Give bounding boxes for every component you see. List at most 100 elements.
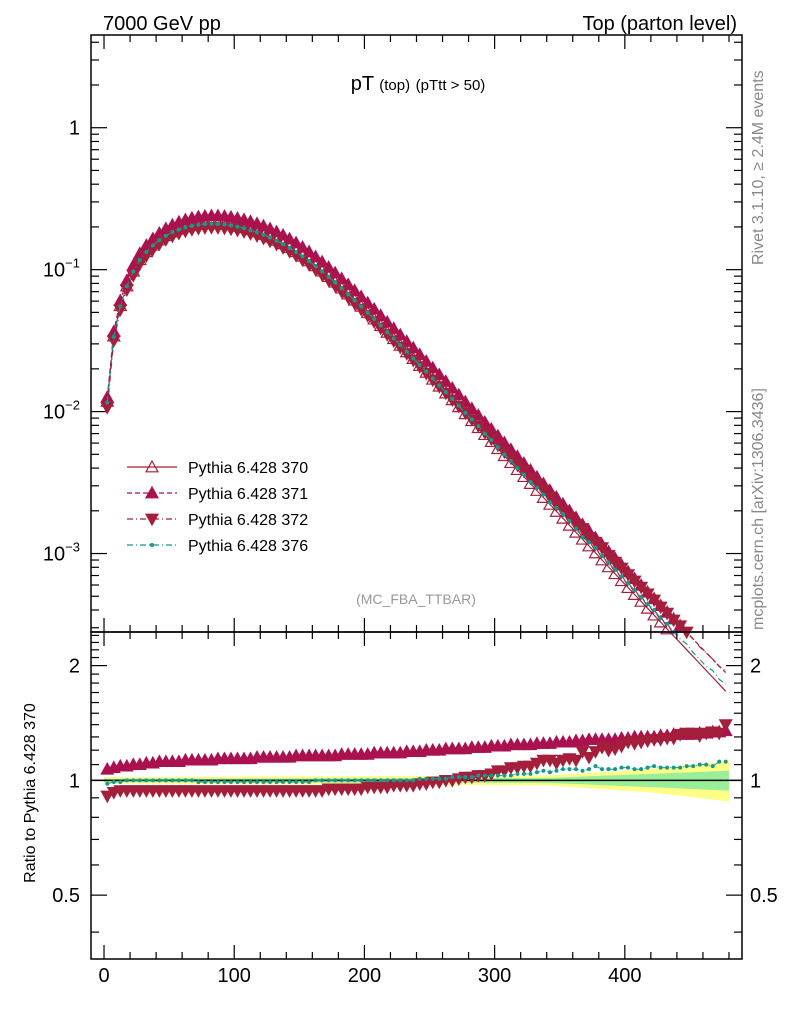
legend-marker: [144, 459, 160, 473]
data-point: [118, 304, 123, 309]
data-point: [502, 452, 507, 457]
ratio-point: [333, 778, 338, 783]
data-point: [315, 254, 330, 268]
ratio-point: [365, 778, 370, 783]
data-point: [489, 438, 494, 443]
x-tick-labels: 0 100 200 300 400: [98, 965, 641, 987]
ratio-point: [255, 780, 260, 785]
data-point: [593, 545, 598, 550]
data-point: [189, 223, 194, 228]
ratio-point: [684, 764, 689, 769]
data-point: [378, 323, 383, 328]
data-point: [222, 222, 227, 227]
data-point: [575, 532, 590, 545]
ratio-point: [521, 771, 526, 776]
ratio-ylabel: Ratio to Pythia 6.428 370: [22, 703, 39, 883]
ratio-point: [469, 775, 474, 780]
title-pt: pT: [351, 73, 374, 95]
ratio-point: [476, 773, 481, 778]
data-point: [235, 224, 240, 229]
data-point: [300, 254, 305, 259]
ratio-point: [417, 776, 422, 781]
legend-entry: Pythia 6.428 376: [127, 538, 308, 555]
ratio-point: [463, 775, 468, 780]
data-point: [333, 280, 338, 285]
ratio-point: [157, 778, 162, 783]
ratio-point: [137, 778, 142, 783]
data-point: [209, 221, 214, 226]
ratio-point: [398, 778, 403, 783]
data-point: [660, 621, 675, 635]
data-point: [131, 269, 136, 274]
ratio-point: [111, 780, 116, 785]
data-point: [469, 417, 474, 422]
ratio-point: [326, 778, 331, 783]
legend-marker: [150, 543, 154, 547]
ratio-point: [118, 780, 123, 785]
ratio-y-tick-label-right: 2: [750, 656, 761, 678]
data-point: [647, 594, 662, 608]
data-point: [608, 566, 623, 580]
data-point: [614, 573, 629, 587]
data-point: [105, 400, 110, 405]
ratio-point: [163, 778, 168, 783]
y-tick-base: 1: [69, 118, 80, 140]
data-point: [170, 230, 175, 235]
ratio-point: [482, 773, 487, 778]
ratio-frame: [90, 631, 743, 960]
ratio-point: [352, 778, 357, 783]
x-tick-label: 300: [478, 965, 511, 987]
data-point: [294, 250, 299, 255]
data-point: [673, 620, 688, 633]
title-top: (top): [379, 77, 410, 94]
y-tick-exponent: −1: [65, 256, 80, 271]
data-point: [255, 230, 260, 235]
data-point: [419, 367, 434, 381]
ratio-point: [665, 765, 670, 770]
data-point: [346, 292, 351, 297]
data-point: [248, 228, 253, 233]
ratio-point: [346, 778, 351, 783]
data-point: [302, 244, 317, 258]
ratio-point: [568, 754, 584, 768]
x-tick-label: 400: [608, 965, 641, 987]
data-point: [653, 614, 668, 628]
data-point: [634, 581, 649, 595]
ratio-point: [593, 764, 598, 769]
ratio-point: [189, 778, 194, 783]
data-point: [150, 243, 155, 248]
legend-marker: [144, 485, 160, 499]
data-point: [268, 235, 273, 240]
ratio-point: [385, 778, 390, 783]
data-point: [476, 424, 481, 429]
data-point: [437, 383, 442, 388]
ratio-point: [235, 780, 240, 785]
main-panel: pT (top) (pTtt > 50) (MC_FBA_TTBAR) 10−3…: [43, 34, 743, 692]
ratio-point: [320, 778, 325, 783]
data-point: [626, 580, 631, 585]
data-point: [196, 222, 201, 227]
ratio-point: [528, 771, 533, 776]
ratio-point: [228, 780, 233, 785]
data-point: [482, 431, 487, 436]
data-point: [587, 540, 592, 545]
x-tick-label: 0: [98, 965, 109, 987]
ratio-point: [313, 778, 318, 783]
ratio-point: [294, 780, 299, 785]
y-tick-exponent: −2: [65, 398, 80, 413]
data-point: [588, 545, 603, 559]
ratio-point: [580, 768, 585, 773]
ratio-point: [587, 767, 592, 772]
ratio-point: [215, 780, 220, 785]
data-point: [367, 316, 382, 330]
data-point: [295, 239, 310, 253]
ratio-point: [502, 773, 507, 778]
ratio-point: [241, 780, 246, 785]
data-point: [508, 458, 513, 463]
ratio-point: [359, 778, 364, 783]
ratio-series-0: [100, 723, 733, 775]
data-point: [521, 472, 526, 477]
data-point: [359, 304, 364, 309]
ratio-point: [723, 759, 728, 764]
ratio-point: [671, 765, 676, 770]
